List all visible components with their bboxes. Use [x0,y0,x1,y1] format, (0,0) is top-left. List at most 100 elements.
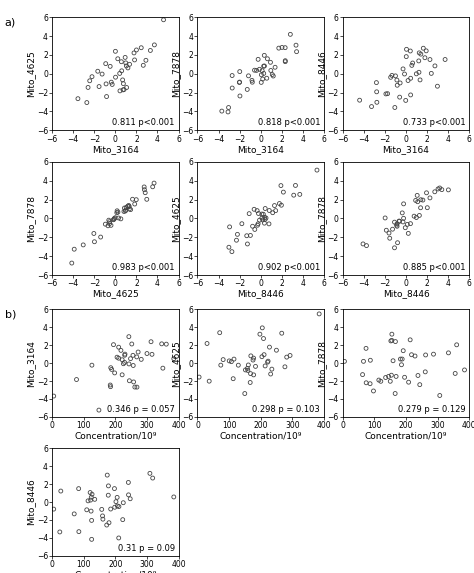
Point [252,362,259,371]
Point [111,213,119,222]
Point [261,213,268,222]
Point [268,70,276,79]
Point [404,76,412,85]
Point [245,360,252,370]
Point [80,240,87,249]
Point [262,204,269,213]
Point [264,358,272,367]
Point [94,66,101,76]
Point [123,61,130,70]
Point [126,202,133,211]
Point [121,350,129,359]
Point [400,199,408,209]
Point [393,219,401,228]
Point [403,220,411,229]
Point [402,96,410,105]
Point [143,195,151,204]
Point [278,201,285,210]
Point [407,46,414,56]
Point [244,240,251,249]
Point [116,69,124,78]
Point [261,61,268,70]
Point [216,328,224,337]
Point [434,185,442,194]
Point [129,351,137,360]
Point [236,77,244,87]
Point [121,203,128,213]
Point [393,222,401,231]
Point [393,76,401,85]
X-axis label: Mito_8446: Mito_8446 [237,289,284,299]
Point [373,78,380,87]
Point [272,206,280,215]
Y-axis label: Mito_4625: Mito_4625 [172,340,181,387]
Point [389,225,396,234]
Point [131,382,138,391]
Point [424,203,431,212]
Point [385,229,393,238]
Point [110,214,118,223]
Point [400,346,407,355]
Point [132,195,140,204]
Point [366,379,374,388]
Point [105,215,113,225]
Point [366,356,374,365]
Point [255,55,262,64]
Point [125,332,133,342]
Point [95,406,103,415]
Point [248,77,256,87]
Text: 0.983 p<0.001: 0.983 p<0.001 [112,262,175,272]
Point [134,347,142,356]
Point [91,237,98,246]
Point [293,47,301,56]
Point [269,208,276,217]
Point [431,61,439,70]
Point [261,51,268,60]
Point [118,355,126,364]
Point [75,527,82,536]
Point [267,58,274,67]
Point [114,54,121,64]
Point [250,205,258,214]
Point [104,490,112,500]
Point [120,207,128,216]
Point [119,498,127,507]
Point [408,61,416,70]
Y-axis label: Mito_8446: Mito_8446 [27,478,36,525]
Point [126,60,133,69]
Point [401,69,408,79]
Point [50,391,57,401]
Point [139,61,147,70]
Y-axis label: Mito_7878: Mito_7878 [317,340,326,387]
Point [445,348,452,358]
Point [259,74,266,84]
Point [391,218,398,227]
Point [125,201,132,210]
Point [118,370,126,379]
Point [124,64,132,73]
Text: a): a) [5,17,16,27]
Point [246,209,253,218]
Point [292,181,299,190]
Point [130,48,138,57]
Point [360,357,367,366]
Point [116,87,124,96]
Point [315,309,323,319]
Point [258,352,266,362]
Point [403,45,410,54]
Point [235,360,242,370]
Point [257,70,265,80]
Point [363,241,370,250]
Point [370,386,377,395]
Point [148,350,156,359]
Point [386,376,394,386]
Point [382,213,389,222]
Point [126,376,133,385]
Point [119,75,127,84]
Text: 0.885 p<0.001: 0.885 p<0.001 [403,262,465,272]
Point [407,74,414,83]
Point [386,234,393,243]
Point [125,478,132,487]
Point [451,369,459,378]
Point [426,55,434,64]
